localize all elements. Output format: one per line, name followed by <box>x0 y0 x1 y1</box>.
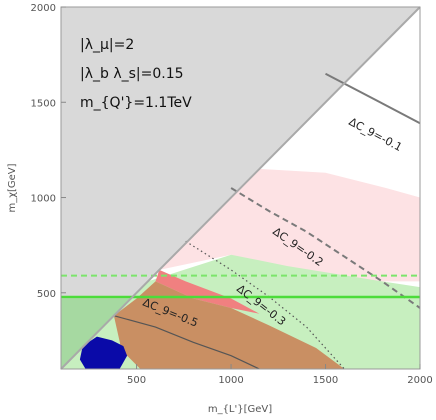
y-tick-label-1500: 1500 <box>31 98 56 109</box>
region-navy-blob <box>79 336 128 369</box>
y-tick-label-2000: 2000 <box>31 3 56 14</box>
x-tick-label-500: 500 <box>127 375 146 386</box>
plot-frame <box>60 6 421 370</box>
x-tick-label-1000: 1000 <box>218 375 243 386</box>
series-line-1 <box>325 72 421 125</box>
x-tick-label-1500: 1500 <box>313 375 338 386</box>
annotation-lambda-mu: |λ_μ|=2 <box>80 37 134 53</box>
lines-layer <box>60 6 421 370</box>
annotation-block: |λ_μ|=2 |λ_b λ_s|=0.15 m_{Q'}=1.1TeV <box>80 37 192 111</box>
region-pink-band <box>159 168 421 282</box>
series-line-7 <box>60 6 421 370</box>
annotation-lambda-bs: |λ_b λ_s|=0.15 <box>80 66 184 82</box>
ticks-layer: 500 1000 1500 2000 500 1000 1500 2000 <box>31 3 433 386</box>
y-tick-label-500: 500 <box>37 289 56 300</box>
region-brown-region <box>113 281 345 369</box>
plot-area <box>60 6 421 370</box>
annotation-mq: m_{Q'}=1.1TeV <box>80 95 192 111</box>
x-tick-label-2000: 2000 <box>407 375 432 386</box>
series-line-4 <box>113 315 260 370</box>
region-red-region <box>155 269 260 314</box>
y-tick-label-1000: 1000 <box>31 194 56 205</box>
series-line-2 <box>230 187 421 309</box>
y-axis-title: m_χ[GeV] <box>7 163 18 212</box>
x-axis-title: m_{L'}[GeV] <box>208 404 272 415</box>
